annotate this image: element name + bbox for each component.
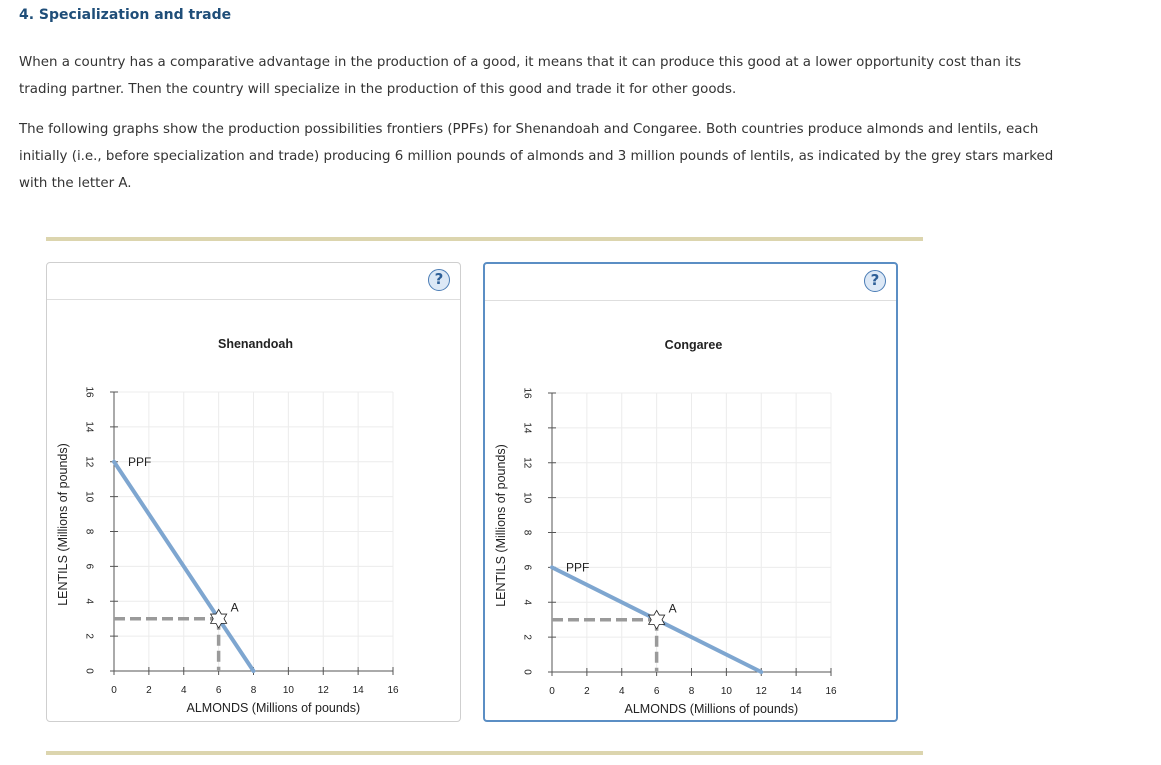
- graph-toolbar: ?: [47, 263, 460, 300]
- star-fill: [649, 615, 664, 629]
- bottom-divider: [46, 751, 923, 755]
- point-a-label: A: [231, 601, 239, 615]
- x-tick-label: 2: [584, 686, 590, 697]
- x-tick-label: 4: [619, 686, 625, 697]
- x-tick-label: 8: [689, 686, 695, 697]
- x-tick-label: 2: [146, 685, 152, 696]
- help-icon[interactable]: ?: [864, 270, 886, 292]
- page-heading: 4. Specialization and trade: [19, 7, 232, 23]
- y-axis-title: LENTILS (Millions of pounds): [494, 444, 508, 607]
- x-axis-title: ALMONDS (Millions of pounds): [187, 701, 361, 715]
- x-tick-label: 14: [791, 686, 803, 697]
- graph-toolbar: ?: [485, 264, 896, 301]
- x-tick-label: 16: [825, 686, 837, 697]
- x-tick-label: 6: [654, 686, 660, 697]
- x-tick-label: 10: [721, 686, 733, 697]
- y-tick-label: 4: [84, 598, 95, 604]
- y-tick-label: 10: [84, 491, 95, 503]
- y-tick-label: 2: [522, 634, 533, 640]
- x-axis-title: ALMONDS (Millions of pounds): [625, 702, 799, 716]
- x-tick-label: 0: [549, 686, 555, 697]
- ppf-label: PPF: [128, 455, 151, 469]
- star-fill: [211, 614, 226, 628]
- x-tick-label: 16: [387, 685, 399, 696]
- y-tick-label: 8: [522, 530, 533, 536]
- help-icon[interactable]: ?: [428, 269, 450, 291]
- description-paragraph: The following graphs show the production…: [19, 122, 1054, 191]
- y-tick-label: 16: [522, 387, 533, 399]
- y-tick-label: 12: [84, 456, 95, 468]
- y-tick-label: 8: [84, 529, 95, 535]
- y-tick-label: 0: [84, 668, 95, 674]
- x-tick-label: 6: [216, 685, 222, 696]
- congaree-graph-panel[interactable]: ? Congaree 0 2 4 6 8 10 12 14 16 0 2 4 6 8 10 12 14 16 ALMO…: [483, 262, 898, 722]
- point-a-star: [209, 608, 228, 629]
- x-tick-label: 10: [283, 685, 295, 696]
- x-tick-label: 14: [353, 685, 365, 696]
- y-tick-label: 6: [522, 565, 533, 571]
- y-tick-label: 10: [522, 492, 533, 504]
- intro-paragraph: When a country has a comparative advanta…: [19, 55, 1022, 97]
- point-a-label: A: [669, 602, 677, 616]
- x-tick-label: 12: [318, 685, 330, 696]
- x-tick-label: 8: [251, 685, 257, 696]
- x-tick-label: 0: [111, 685, 117, 696]
- y-tick-label: 14: [522, 422, 533, 434]
- ppf-line: [112, 459, 256, 673]
- chart-title: Congaree: [665, 338, 723, 352]
- y-tick-label: 14: [84, 421, 95, 433]
- shenandoah-chart: Shenandoah 0 2 4 6 8 10 12 14 16 0 2 4 6 8 10 12 14 16 ALMO…: [56, 337, 399, 715]
- y-tick-label: 0: [522, 669, 533, 675]
- point-a-star: [647, 609, 666, 630]
- y-tick-label: 6: [84, 564, 95, 570]
- x-tick-label: 4: [181, 685, 187, 696]
- ppf-label: PPF: [566, 560, 589, 574]
- y-tick-label: 12: [522, 457, 533, 469]
- shenandoah-graph-panel[interactable]: ? Shenandoah 0 2 4 6 8 10 12 14 16 0 2 4 6 8 10 12 14 16 AL…: [46, 262, 461, 722]
- chart-title: Shenandoah: [218, 337, 293, 351]
- top-divider: [46, 237, 923, 241]
- y-tick-label: 4: [522, 599, 533, 605]
- x-tick-label: 12: [756, 686, 768, 697]
- congaree-chart: Congaree 0 2 4 6 8 10 12 14 16 0 2 4 6 8 10 12 14 16 ALMOND…: [494, 338, 837, 716]
- y-tick-label: 2: [84, 633, 95, 639]
- y-tick-label: 16: [84, 386, 95, 398]
- y-axis-title: LENTILS (Millions of pounds): [56, 443, 70, 606]
